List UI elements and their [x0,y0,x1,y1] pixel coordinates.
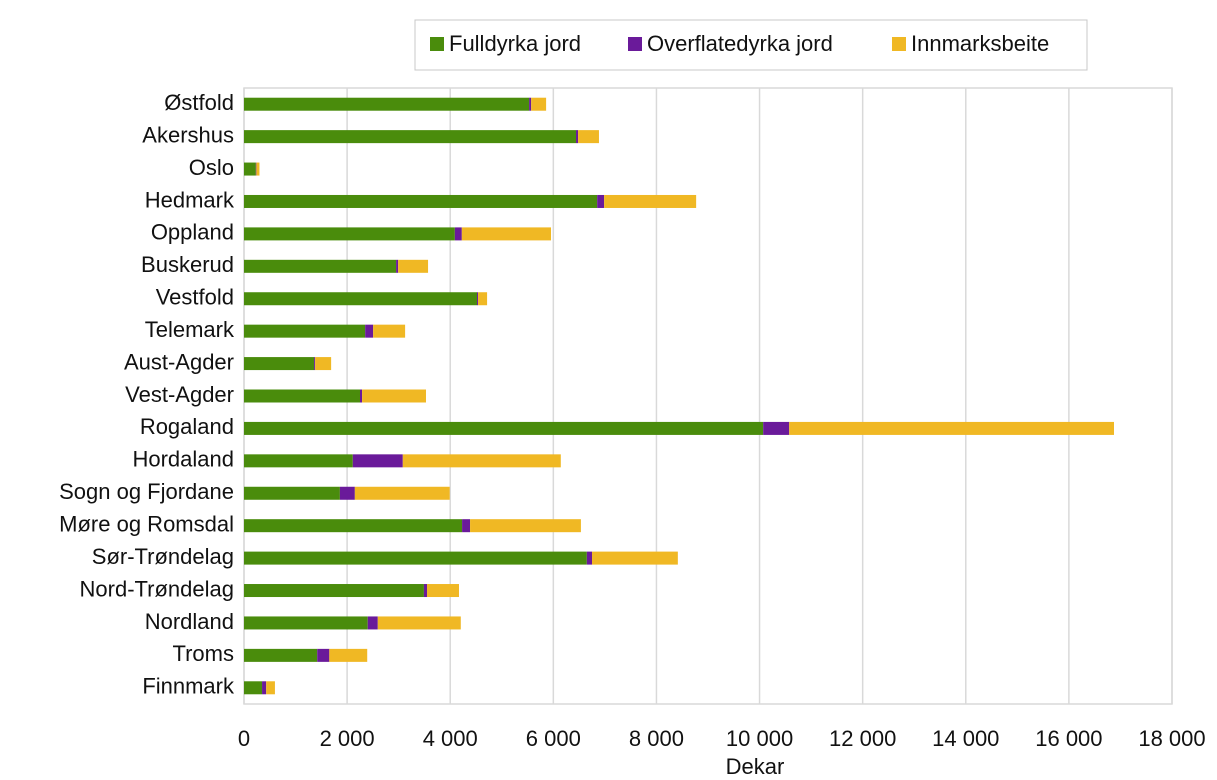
bar-segment [244,681,263,695]
bar-segment [373,324,406,338]
x-axis-title: Dekar [726,754,785,779]
bar-segment [462,519,471,533]
bar-segment [315,357,332,371]
legend-label: Fulldyrka jord [449,31,581,56]
y-tick-label: Finnmark [142,674,235,699]
bar-segment [423,584,428,598]
bar-segment [244,227,455,241]
bar-segment [396,259,399,273]
bar-segment [244,97,530,111]
bar-segment [244,551,587,565]
bar-segment [244,584,424,598]
legend-swatch [628,37,642,51]
bar-segment [244,292,478,306]
y-tick-label: Oppland [151,220,234,245]
y-tick-label: Hordaland [132,447,234,472]
y-tick-label: Nordland [145,609,234,634]
legend-swatch [430,37,444,51]
bar-segment [597,194,605,208]
y-tick-label: Rogaland [140,414,234,439]
y-tick-label: Nord-Trøndelag [80,576,234,601]
bar-segment [478,292,488,306]
bar-segment [329,648,368,662]
bar-segment [377,616,461,630]
bar-segment [763,421,790,435]
bar-segment [244,454,353,468]
bar-segment [244,648,318,662]
bar-segment [365,324,374,338]
x-tick-label: 10 000 [726,726,793,751]
bar-segment [244,357,315,371]
bar-segment [470,519,581,533]
bar-segment [317,648,330,662]
x-tick-label: 14 000 [932,726,999,751]
x-tick-label: 4 000 [423,726,478,751]
bar-segment [461,227,552,241]
bar-segment [244,324,366,338]
x-tick-label: 2 000 [320,726,375,751]
bar-segment [604,194,697,208]
y-tick-label: Telemark [145,317,235,342]
y-tick-label: Møre og Romsdal [59,511,234,536]
bar-segment [578,130,599,144]
y-tick-label: Troms [172,641,234,666]
bar-segment [244,130,577,144]
y-tick-label: Akershus [142,122,234,147]
y-tick-label: Aust-Agder [124,349,234,374]
bar-segment [354,486,450,500]
bar-segment [454,227,462,241]
x-tick-label: 6 000 [526,726,581,751]
bar-segment [531,97,547,111]
y-tick-label: Østfold [164,90,234,115]
bar-segment [592,551,678,565]
y-tick-label: Sør-Trøndelag [92,544,234,569]
bar-segment [244,259,397,273]
x-tick-label: 16 000 [1035,726,1102,751]
bar-segment [244,616,368,630]
bar-segment [262,681,267,695]
bar-segment [244,421,764,435]
bar-segment [586,551,592,565]
bar-segment [256,162,260,176]
bar-segment [244,486,340,500]
bar-segment [255,162,257,176]
y-tick-label: Vestfold [156,285,234,310]
x-tick-label: 0 [238,726,250,751]
bar-segment [244,389,360,403]
y-tick-label: Hedmark [145,187,235,212]
bar-segment [367,616,378,630]
bar-segment [360,389,363,403]
bar-segment [398,259,429,273]
bar-segment [314,357,316,371]
bar-segment [362,389,426,403]
bar-segment [576,130,579,144]
bar-segment [427,584,459,598]
legend-label: Innmarksbeite [911,31,1049,56]
bar-segment [352,454,403,468]
bar-segment [477,292,479,306]
bar-segment [529,97,532,111]
bar-segment [244,162,256,176]
bar-segment [244,194,598,208]
x-tick-label: 8 000 [629,726,684,751]
y-tick-label: Buskerud [141,252,234,277]
y-tick-label: Vest-Agder [125,382,234,407]
y-tick-label: Oslo [189,155,234,180]
bar-segment [789,421,1114,435]
bar-segment [244,519,463,533]
legend-label: Overflatedyrka jord [647,31,833,56]
bar-segment [266,681,275,695]
bar-segment [339,486,355,500]
bar-segment [402,454,561,468]
x-tick-label: 18 000 [1138,726,1205,751]
legend-box [414,19,1088,71]
y-tick-label: Sogn og Fjordane [59,479,234,504]
legend-swatch [892,37,906,51]
x-tick-label: 12 000 [829,726,896,751]
